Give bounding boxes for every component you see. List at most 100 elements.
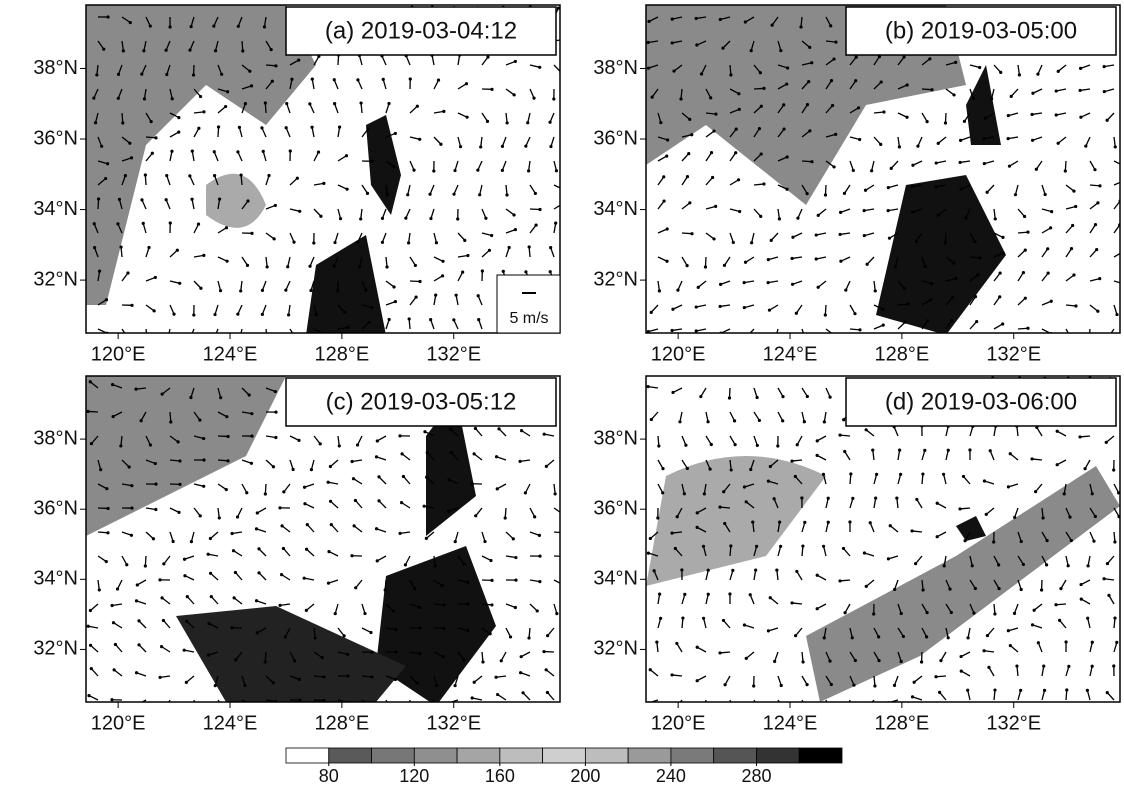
arrow-head (270, 48, 273, 51)
arrow-head (255, 599, 258, 602)
arrow-head (1079, 583, 1082, 586)
arrow-head (462, 658, 465, 661)
arrow-head (1026, 327, 1029, 330)
arrow-head (1010, 95, 1013, 98)
arrow-head (684, 444, 687, 447)
arrow-head (217, 125, 220, 128)
arrow-head (218, 516, 221, 519)
arrow-head (699, 395, 702, 398)
arrow-head (413, 587, 416, 590)
arrow-head (477, 318, 480, 321)
arrow-head (234, 658, 237, 661)
colorbar-label: 280 (741, 766, 771, 786)
arrow-head (202, 437, 205, 440)
arrow-head (264, 660, 267, 663)
arrow-head (236, 313, 239, 316)
arrow-head (317, 150, 320, 153)
arrow-head (750, 49, 753, 52)
arrow-head (924, 265, 927, 268)
arrow-head (815, 233, 818, 236)
arrow-head (1055, 89, 1058, 92)
arrow-head (354, 586, 357, 589)
arrow-head (561, 583, 564, 586)
arrow-head (662, 199, 665, 202)
arrow-head (778, 217, 781, 220)
arrow-head (166, 337, 169, 340)
arrow-head (532, 97, 535, 100)
arrow-head (746, 335, 749, 338)
arrow-head (659, 121, 662, 124)
arrow-head (154, 276, 157, 279)
x-tick-label: 128°E (875, 712, 930, 734)
arrow-head (418, 280, 421, 283)
arrow-head (679, 97, 682, 100)
arrow-head (416, 105, 419, 108)
arrow-head (760, 105, 763, 108)
arrow-head (1007, 485, 1010, 488)
arrow-head (1065, 688, 1068, 691)
arrow-head (781, 419, 784, 422)
arrow-head (463, 239, 466, 242)
arrow-head (791, 257, 794, 260)
colorbar-swatch (543, 748, 586, 763)
arrow-head (502, 270, 505, 273)
colorbar-swatch (500, 748, 543, 763)
arrow-head (893, 684, 896, 687)
arrow-head (899, 473, 902, 476)
arrow-head (192, 73, 195, 76)
arrow-head (1059, 587, 1062, 590)
arrow-head (165, 49, 168, 52)
arrow-head (549, 246, 552, 249)
arrow-head (209, 537, 212, 540)
arrow-head (773, 497, 776, 500)
arrow-head (238, 126, 241, 129)
arrow-head (903, 287, 906, 290)
arrow-head (105, 298, 108, 301)
arrow-head (190, 25, 193, 28)
arrow-head (976, 273, 979, 276)
arrow-head (183, 558, 186, 561)
arrow-head (790, 601, 793, 604)
arrow-head (329, 465, 332, 468)
arrow-head (158, 578, 161, 581)
arrow-head (207, 622, 210, 625)
arrow-head (345, 188, 348, 191)
arrow-head (785, 188, 788, 191)
arrow-head (975, 320, 978, 323)
arrow-head (1072, 189, 1075, 192)
arrow-head (865, 428, 868, 431)
arrow-head (754, 569, 757, 572)
arrow-head (111, 383, 114, 386)
arrow-head (1031, 92, 1034, 95)
arrow-head (730, 468, 733, 471)
arrow-head (309, 289, 312, 292)
arrow-head (962, 475, 965, 478)
arrow-head (851, 497, 854, 500)
arrow-head (250, 84, 253, 87)
arrow-head (219, 396, 222, 399)
arrow-head (534, 223, 537, 226)
panel-title: (b) 2019-03-05:00 (885, 17, 1077, 44)
figure: 120°E124°E128°E132°E32°N34°N36°N38°N(a) … (0, 0, 1124, 786)
arrow-head (816, 439, 819, 442)
arrow-head (779, 49, 782, 52)
arrow-head (250, 462, 253, 465)
arrow-head (936, 502, 939, 505)
arrow-head (246, 199, 249, 202)
arrow-head (461, 271, 464, 274)
arrow-head (1074, 205, 1077, 208)
arrow-head (292, 241, 295, 244)
arrow-head (759, 71, 762, 74)
arrow-head (794, 475, 797, 478)
arrow-head (333, 241, 336, 244)
arrow-head (839, 211, 842, 214)
arrow-head (1046, 247, 1049, 250)
arrow-head (137, 619, 140, 622)
arrow-head (266, 265, 269, 268)
arrow-head (902, 635, 905, 638)
arrow-head (881, 308, 884, 311)
arrow-head (707, 593, 710, 596)
arrow-head (708, 468, 711, 471)
arrow-head (241, 49, 244, 52)
arrow-head (650, 418, 653, 421)
